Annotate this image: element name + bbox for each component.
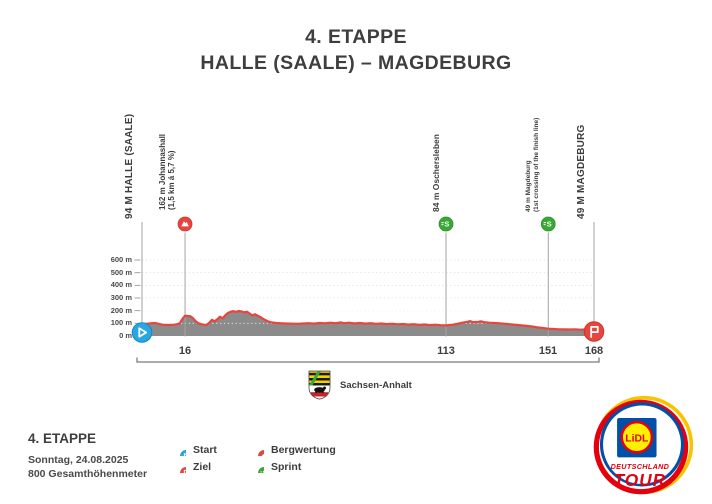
page-title: 4. ETAPPE HALLE (SAALE) – MAGDEBURG bbox=[0, 24, 712, 76]
y-tick-100: 100 m bbox=[110, 318, 132, 328]
km-scale-bracket bbox=[136, 357, 600, 363]
elevation-line bbox=[140, 309, 596, 331]
sachsen-anhalt-crest-icon bbox=[308, 370, 331, 400]
stage-info-block: 4. ETAPPE Sonntag, 24.08.2025 800 Gesamt… bbox=[28, 431, 147, 481]
berg-icon bbox=[177, 216, 193, 232]
legend-item-sprint: Sprint bbox=[252, 461, 301, 473]
y-tick-200: 200 m bbox=[110, 305, 132, 315]
x-tick-113: 113 bbox=[437, 345, 455, 357]
sprint-icon bbox=[438, 216, 454, 232]
legend-label: Bergwertung bbox=[271, 444, 336, 456]
legend-label: Ziel bbox=[193, 461, 212, 473]
legend-item-ziel: Ziel bbox=[174, 461, 211, 473]
stage-date: Sonntag, 24.08.2025 bbox=[28, 454, 129, 466]
y-tick-400: 400 m bbox=[110, 280, 132, 290]
y-tick-0: 0 m bbox=[119, 331, 132, 340]
y-tick-500: 500 m bbox=[110, 267, 132, 277]
finish-icon bbox=[583, 321, 605, 342]
start-icon bbox=[131, 322, 153, 343]
legend-label: Start bbox=[193, 444, 217, 456]
legend-item-bergwertung: Bergwertung bbox=[252, 444, 336, 456]
marker-label-halle: 94 M HALLE (SAALE) bbox=[124, 113, 135, 219]
sprint-icon bbox=[540, 216, 556, 232]
marker-label-johannashall: 162 m Johannashall (1,5 km á 5,7 %) bbox=[158, 134, 176, 210]
finish-icon bbox=[174, 461, 186, 473]
berg-icon bbox=[252, 444, 264, 456]
logo-ring-blue bbox=[599, 402, 685, 487]
region-block: Sachsen-Anhalt bbox=[308, 370, 412, 400]
marker-label-magdeburg: 49 M MAGDEBURG bbox=[576, 124, 587, 219]
marker-label-line1: 162 m Johannashall bbox=[158, 133, 167, 210]
marker-label-line2: (1st crossing of the finish line) bbox=[532, 117, 540, 212]
marker-label-line2: (1,5 km á 5,7 %) bbox=[167, 150, 176, 210]
marker-label-line1: 49 m Magdeburg bbox=[525, 160, 532, 212]
y-tick-600: 600 m bbox=[110, 255, 132, 264]
x-tick-151: 151 bbox=[538, 345, 558, 357]
region-name: Sachsen-Anhalt bbox=[340, 379, 412, 391]
x-tick-168: 168 bbox=[584, 345, 604, 357]
lidl-sun bbox=[620, 420, 654, 454]
legend-item-start: Start bbox=[174, 444, 217, 456]
legend-label: Sprint bbox=[271, 461, 302, 473]
logo-ring-red bbox=[593, 399, 689, 495]
sprint-icon bbox=[252, 461, 264, 473]
stage-route-title: HALLE (SAALE) – MAGDEBURG bbox=[200, 52, 512, 74]
logo-tour-text: TOUR bbox=[614, 470, 666, 490]
logo-deutschland-text: DEUTSCHLAND bbox=[611, 462, 670, 471]
x-tick-16: 16 bbox=[178, 345, 192, 357]
stage-total-climb: 800 Gesamthöhenmeter bbox=[28, 468, 148, 480]
deutschland-tour-logo: LiDL DEUTSCHLAND TOUR bbox=[593, 395, 694, 495]
lidl-brand-text: LiDL bbox=[625, 433, 649, 444]
stage-name: 4. ETAPPE bbox=[28, 431, 97, 446]
marker-label-oschersleben: 84 m Oschersleben bbox=[431, 134, 441, 212]
stage-number-title: 4. ETAPPE bbox=[305, 26, 407, 48]
start-icon bbox=[174, 444, 186, 456]
marker-label-magdeburg-crossing: 49 m Magdeburg (1st crossing of the fini… bbox=[525, 118, 540, 212]
y-tick-300: 300 m bbox=[110, 293, 132, 302]
